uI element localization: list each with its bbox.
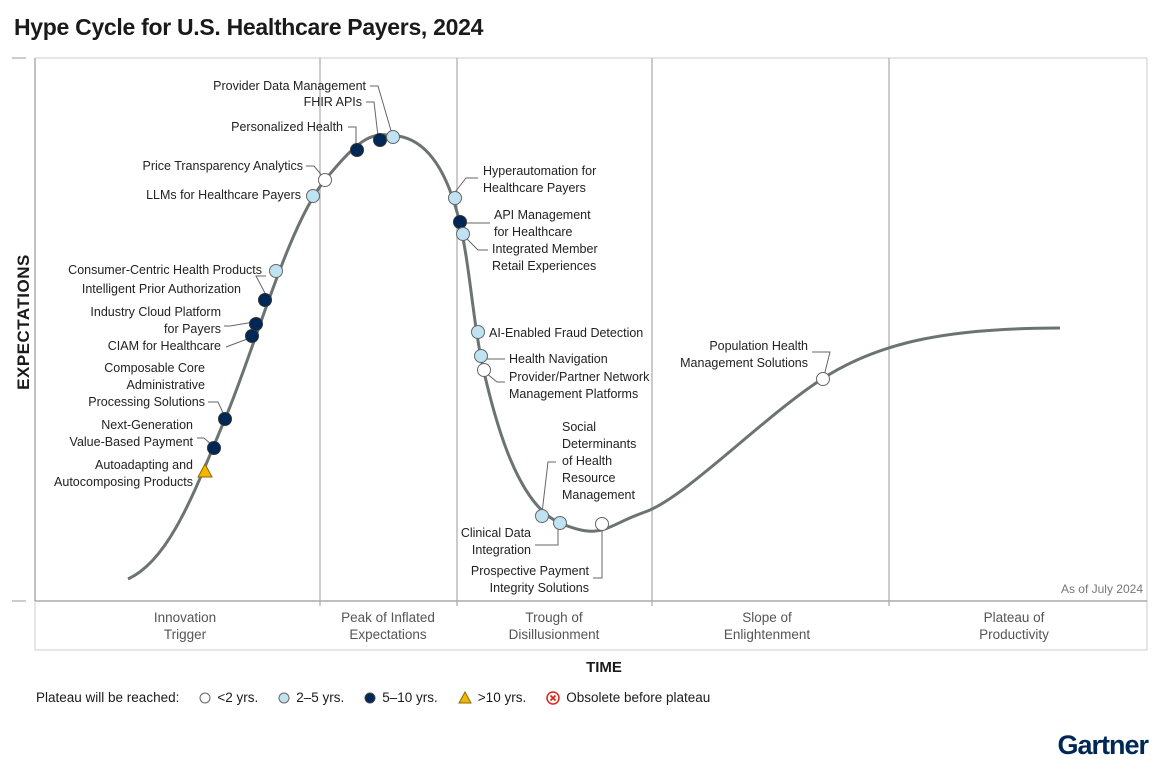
legend-item: Obsolete before plateau (566, 690, 711, 705)
tech-label: Population Health Management Solutions (680, 339, 808, 370)
yellow-triangle-icon (457, 691, 472, 704)
technology-marker (245, 329, 259, 343)
legend-title: Plateau will be reached: (36, 690, 180, 705)
technology-marker (269, 264, 283, 278)
as-of-date: As of July 2024 (1060, 582, 1143, 596)
technology-marker (249, 317, 263, 331)
technology-marker (816, 372, 830, 386)
white-circle-icon (199, 692, 211, 703)
tech-label: Composable Core Administrative Processin… (88, 361, 205, 409)
technology-marker (318, 173, 332, 187)
tech-label: AI-Enabled Fraud Detection (489, 326, 644, 340)
phase-plateau: Plateau of Productivity (979, 610, 1049, 642)
tech-label: Autoadapting and Autocomposing Products (54, 458, 193, 489)
technology-marker (207, 441, 221, 455)
legend-item: <2 yrs. (217, 690, 259, 705)
technology-marker (456, 227, 470, 241)
technology-marker (197, 462, 213, 478)
technology-marker (258, 293, 272, 307)
technology-marker (477, 363, 491, 377)
tech-label: CIAM for Healthcare (107, 339, 221, 353)
tech-label: Consumer-Centric Health Products (68, 263, 262, 277)
technology-marker (453, 215, 467, 229)
tech-label: FHIR APIs (303, 95, 362, 109)
navy-circle-icon (364, 692, 376, 703)
technology-marker (471, 325, 485, 339)
tech-label: Personalized Health (231, 120, 343, 134)
phase-innovation-trigger: Innovation Trigger (153, 610, 217, 642)
tech-label: Industry Cloud Platform for Payers (90, 305, 221, 336)
light-blue-circle-icon (278, 692, 290, 703)
technology-marker (350, 143, 364, 157)
technology-marker (474, 349, 488, 363)
technology-marker (306, 189, 320, 203)
tech-label: Social Determinants of Health Resource M… (562, 420, 637, 502)
technology-marker (386, 130, 400, 144)
legend: Plateau will be reached: <2 yrs. 2–5 yrs… (36, 690, 710, 705)
legend-item: 2–5 yrs. (296, 690, 345, 705)
tech-label: Hyperautomation for Healthcare Payers (483, 164, 597, 195)
legend-item: >10 yrs. (477, 690, 527, 705)
tech-label: LLMs for Healthcare Payers (146, 188, 301, 202)
tech-label: Prospective Payment Integrity Solutions (470, 564, 589, 595)
chart-frame (12, 57, 1148, 651)
tech-label: Price Transparency Analytics (142, 159, 304, 173)
leader-lines (197, 85, 831, 579)
y-axis-label: EXPECTATIONS (14, 254, 33, 390)
phase-dividers (319, 58, 890, 606)
tech-label: Next-Generation Value-Based Payment (69, 418, 193, 449)
x-axis-label: TIME (586, 659, 622, 676)
phase-peak: Peak of Inflated Expectations (341, 610, 435, 642)
technology-marker (553, 516, 567, 530)
technology-marker (373, 133, 387, 147)
phase-trough: Trough of Disillusionment (508, 610, 600, 642)
page-title: Hype Cycle for U.S. Healthcare Payers, 2… (14, 14, 484, 40)
tech-label: Integrated Member Retail Experiences (492, 242, 598, 273)
tech-label: Clinical Data Integration (460, 526, 531, 557)
technology-marker (595, 517, 609, 531)
obsolete-x-icon (546, 690, 560, 705)
legend-item: 5–10 yrs. (382, 690, 438, 705)
tech-label: Health Navigation (509, 352, 608, 366)
tech-label: API Management for Healthcare (494, 208, 591, 239)
technology-marker (448, 191, 462, 205)
tech-label: Provider/Partner Network Management Plat… (509, 370, 650, 401)
technology-markers (197, 130, 830, 531)
technology-marker (535, 509, 549, 523)
tech-label: Provider Data Management (213, 79, 366, 93)
phase-slope: Slope of Enlightenment (723, 610, 811, 642)
tech-label: Intelligent Prior Authorization (81, 282, 241, 296)
gartner-logo: Gartner (1057, 730, 1149, 760)
technology-marker (218, 412, 232, 426)
